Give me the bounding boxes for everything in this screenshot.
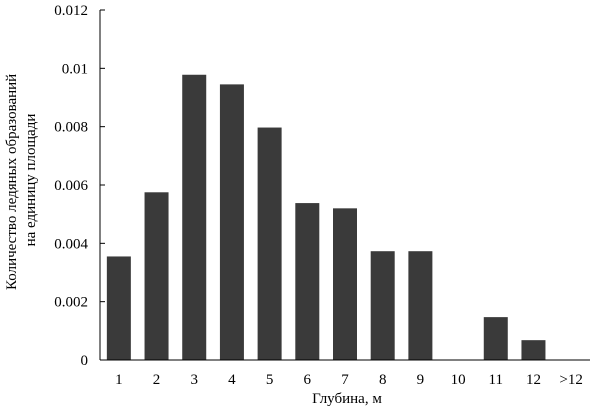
x-axis-ticks: 1 2 3 4 5 6 7 8 9 10 11 12 >12	[115, 372, 583, 388]
bar	[408, 251, 433, 360]
x-tick-label: 2	[153, 372, 161, 388]
y-tick-label: 0.012	[54, 3, 88, 19]
x-tick-label: >12	[559, 372, 582, 388]
x-axis-label: Глубина, м	[312, 391, 382, 407]
y-tick-label: 0.004	[54, 236, 88, 252]
bar	[333, 208, 357, 360]
x-tick-label: 12	[526, 372, 541, 388]
y-tick-label: 0.002	[54, 295, 88, 311]
bar	[521, 340, 546, 360]
y-axis-label: Количество ледяных образований на единиц…	[4, 70, 39, 290]
y-axis-label-line-2: на единицу площади	[23, 114, 39, 247]
y-tick-label: 0.006	[54, 178, 88, 194]
y-tick-label: 0	[81, 353, 89, 369]
bar	[182, 74, 207, 360]
y-tick-label: 0.01	[62, 61, 88, 77]
x-tick-label: 5	[266, 372, 274, 388]
x-tick-label: 10	[451, 372, 466, 388]
bar	[295, 203, 320, 360]
bars	[106, 74, 546, 361]
y-axis-ticks: 0 0.002 0.004 0.006 0.008 0.01 0.012	[54, 3, 105, 369]
x-tick-label: 7	[341, 372, 349, 388]
x-tick-label: 3	[190, 372, 198, 388]
bar	[144, 192, 169, 360]
bar	[483, 317, 508, 360]
x-tick-label: 9	[417, 372, 425, 388]
x-tick-label: 1	[115, 372, 123, 388]
y-tick-label: 0.008	[54, 120, 88, 136]
bar	[370, 251, 395, 360]
x-tick-label: 8	[379, 372, 387, 388]
y-axis-label-line-1: Количество ледяных образований	[4, 74, 20, 290]
bar	[257, 127, 282, 361]
x-tick-label: 6	[304, 372, 312, 388]
bar	[106, 256, 131, 360]
x-tick-label: 4	[228, 372, 236, 388]
x-tick-label: 11	[489, 372, 503, 388]
bar	[219, 84, 244, 360]
